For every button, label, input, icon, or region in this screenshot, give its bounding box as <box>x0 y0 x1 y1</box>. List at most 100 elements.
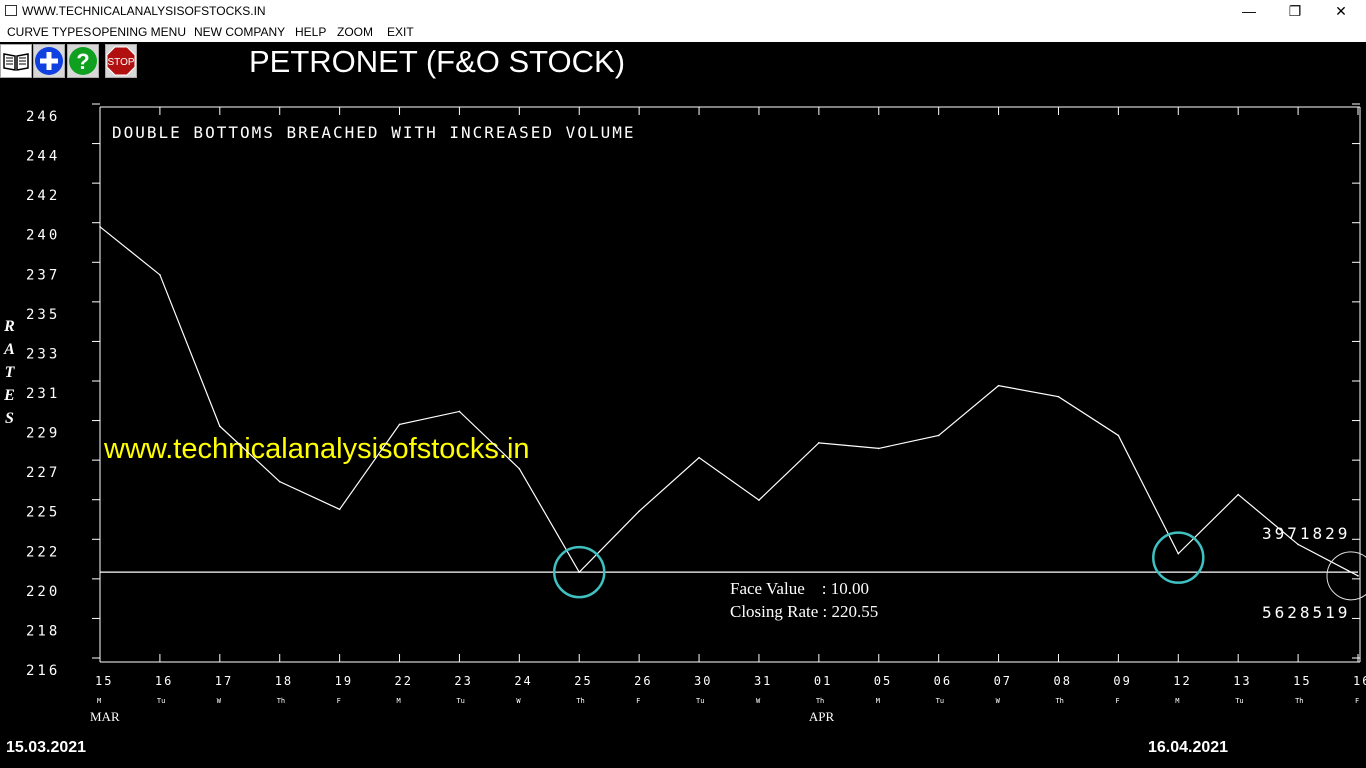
y-tick-label: 222 <box>26 544 60 560</box>
weekday-label: Tu <box>1235 697 1243 705</box>
volume-bottom: 5628519 <box>1262 603 1350 622</box>
weekday-label: F <box>1115 697 1119 705</box>
weekday-label: M <box>876 697 880 705</box>
weekday-label: W <box>217 697 222 705</box>
pattern-annotation: DOUBLE BOTTOMS BREACHED WITH INCREASED V… <box>112 123 635 142</box>
y-tick-label: 225 <box>26 505 60 521</box>
y-tick-label: 233 <box>26 346 60 362</box>
weekday-label: F <box>337 697 341 705</box>
menu-curve-types[interactable]: CURVE TYPES <box>7 25 92 39</box>
weekday-label: Tu <box>696 697 704 705</box>
weekday-label: Tu <box>157 697 165 705</box>
help-button[interactable]: ? <box>67 44 99 78</box>
weekday-label: F <box>636 697 640 705</box>
menu-bar: CURVE TYPES OPENING MENU NEW COMPANY HEL… <box>0 22 1366 42</box>
data-point <box>758 499 760 501</box>
y-tick-label: 231 <box>26 386 60 402</box>
y-tick-label: 229 <box>26 426 60 442</box>
weekday-label: M <box>97 697 101 705</box>
add-button[interactable] <box>33 44 65 78</box>
x-tick-label: 07 <box>994 674 1012 688</box>
x-tick-label: 15 <box>1293 674 1311 688</box>
weekday-label: W <box>996 697 1001 705</box>
data-point <box>578 571 581 573</box>
y-tick-label: 235 <box>26 307 60 323</box>
app-icon <box>5 5 17 16</box>
x-tick-label: 25 <box>574 674 592 688</box>
question-icon: ? <box>69 47 97 75</box>
stock-title: PETRONET (F&O STOCK) <box>249 44 626 79</box>
y-tick-label: 244 <box>26 149 60 165</box>
end-date: 16.04.2021 <box>1148 739 1228 756</box>
title-bar: WWW.TECHNICALANALYSISOFSTOCKS.IN — ❐ ✕ <box>0 0 1366 22</box>
x-tick-label: 08 <box>1053 674 1071 688</box>
data-point <box>1237 493 1239 496</box>
month-label: MAR <box>90 709 120 724</box>
book-button[interactable] <box>0 44 32 78</box>
data-point <box>1117 434 1120 437</box>
face-value: Face Value : 10.00 <box>730 579 869 598</box>
menu-zoom[interactable]: ZOOM <box>337 25 373 39</box>
minimize-button[interactable]: — <box>1242 3 1256 19</box>
data-point <box>518 467 521 470</box>
data-point <box>159 274 161 276</box>
data-point <box>638 510 640 512</box>
data-point <box>219 425 221 428</box>
x-tick-label: 17 <box>215 674 233 688</box>
weekday-label: Th <box>1295 697 1303 705</box>
x-tick-label: 31 <box>754 674 772 688</box>
y-tick-label: 227 <box>26 465 60 481</box>
x-tick-label: 13 <box>1233 674 1251 688</box>
data-point <box>338 508 341 511</box>
y-tick-label: 218 <box>26 623 60 639</box>
closing-rate: Closing Rate : 220.55 <box>730 602 878 621</box>
x-tick-label: 01 <box>814 674 832 688</box>
menu-exit[interactable]: EXIT <box>387 25 414 39</box>
maximize-button[interactable]: ❐ <box>1288 3 1302 19</box>
y-tick-label: 242 <box>26 188 60 204</box>
plus-icon <box>35 47 63 75</box>
weekday-label: M <box>1175 697 1179 705</box>
month-label: APR <box>809 709 835 724</box>
weekday-label: F <box>1355 697 1359 705</box>
weekday-label: Th <box>576 697 584 705</box>
x-tick-label: 16 <box>155 674 173 688</box>
x-tick-label: 23 <box>454 674 472 688</box>
svg-text:?: ? <box>76 49 89 74</box>
stop-icon: STOP <box>106 46 136 76</box>
x-tick-label: 24 <box>514 674 532 688</box>
data-point <box>398 423 401 426</box>
y-tick-label: 220 <box>26 584 60 600</box>
svg-text:STOP: STOP <box>107 57 134 68</box>
data-point <box>278 480 281 483</box>
x-tick-label: 22 <box>395 674 413 688</box>
highlight-circle <box>1326 551 1366 601</box>
data-point <box>458 410 461 413</box>
data-point <box>698 456 700 459</box>
x-tick-label: 05 <box>874 674 892 688</box>
x-tick-label: 15 <box>95 674 113 688</box>
close-button[interactable]: ✕ <box>1335 3 1347 19</box>
x-tick-label: 26 <box>634 674 652 688</box>
y-tick-label: 246 <box>26 109 60 125</box>
highlight-circle <box>552 545 606 599</box>
volume-top: 3971829 <box>1262 524 1350 543</box>
data-point <box>1297 543 1299 546</box>
x-tick-label: 19 <box>335 674 353 688</box>
y-tick-label: 216 <box>26 663 60 679</box>
y-tick-label: 240 <box>26 228 60 244</box>
weekday-label: M <box>397 697 401 705</box>
menu-opening-menu[interactable]: OPENING MENU <box>92 25 187 39</box>
menu-help[interactable]: HELP <box>295 25 327 39</box>
x-tick-label: 06 <box>934 674 952 688</box>
price-line <box>99 226 1359 577</box>
window-title: WWW.TECHNICALANALYSISOFSTOCKS.IN <box>22 4 266 18</box>
menu-new-company[interactable]: NEW COMPANY <box>194 25 286 39</box>
weekday-label: W <box>516 697 521 705</box>
stop-button[interactable]: STOP <box>105 44 137 78</box>
data-point <box>1357 575 1359 577</box>
y-tick-label: 237 <box>26 267 60 283</box>
watermark-url: www.technicalanalysisofstocks.in <box>103 433 530 465</box>
data-point <box>997 384 1000 387</box>
weekday-label: W <box>756 697 761 705</box>
